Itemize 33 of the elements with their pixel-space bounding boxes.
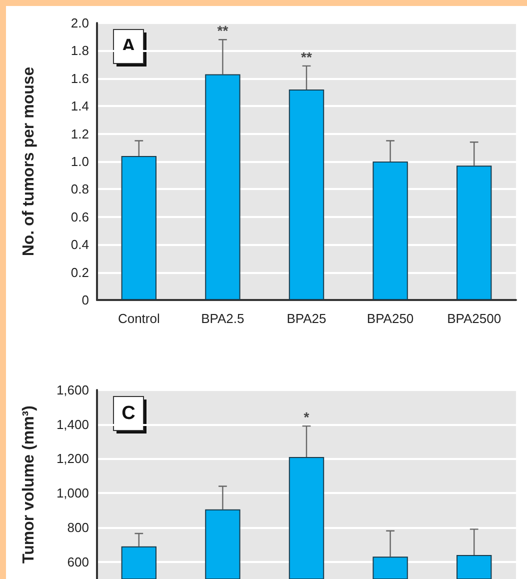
annotation: * — [304, 409, 310, 426]
y-tick-label: 0 — [82, 292, 89, 308]
y-tick-label: 1,000 — [56, 486, 89, 501]
y-axis-title: No. of tumors per mouse — [20, 66, 38, 256]
y-tick-label: 600 — [67, 554, 89, 570]
y-tick-label: 1.0 — [70, 154, 89, 169]
y-tick-label: 0.4 — [70, 237, 89, 252]
y-tick-label: 1.2 — [70, 126, 89, 142]
bar — [121, 156, 156, 300]
bar — [205, 74, 240, 300]
y-tick-label: 0.6 — [70, 209, 89, 224]
y-axis-title: Tumor volume (mm³) — [20, 406, 38, 564]
x-tick-label: Control — [118, 311, 160, 326]
y-tick-label: 1,400 — [56, 416, 89, 432]
y-tick-label: 1.8 — [70, 43, 89, 58]
y-tick-label: 1.6 — [70, 70, 89, 86]
annotation: ** — [217, 22, 229, 39]
annotation: C — [122, 403, 136, 424]
y-tick-label: 2.0 — [70, 16, 89, 30]
annotation: ** — [301, 48, 312, 65]
y-tick-label: 1,200 — [56, 451, 89, 466]
x-tick-label: BPA2500 — [447, 311, 502, 326]
y-tick-label: 1,600 — [56, 382, 89, 398]
y-tick-label: 0.8 — [70, 182, 89, 197]
bar — [372, 162, 408, 300]
bar — [456, 166, 492, 300]
y-tick-label: 800 — [67, 520, 89, 535]
x-tick-label: BPA250 — [366, 311, 414, 326]
bar — [288, 89, 324, 300]
x-tick-label: BPA25 — [286, 311, 326, 326]
y-tick-label: 0.2 — [70, 264, 89, 280]
y-tick-label: 1.4 — [70, 98, 89, 114]
x-tick-label: BPA2.5 — [201, 311, 244, 326]
